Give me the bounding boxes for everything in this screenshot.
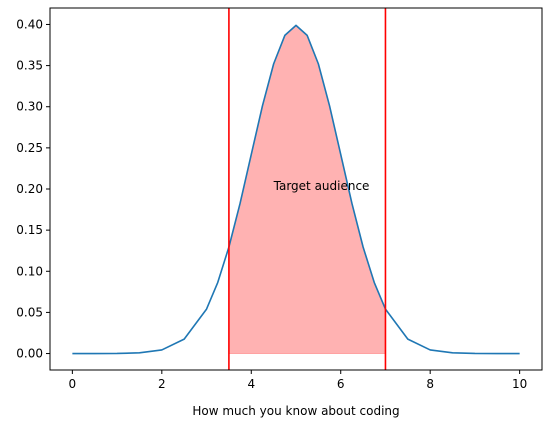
x-tick-label: 4 bbox=[247, 377, 255, 391]
x-tick-label: 6 bbox=[337, 377, 345, 391]
y-tick-label: 0.10 bbox=[16, 264, 43, 278]
x-tick-label: 8 bbox=[426, 377, 434, 391]
y-axis-ticks: 0.00 0.05 0.10 0.15 0.20 0.25 0.30 0.35 0.40 bbox=[16, 17, 50, 361]
x-axis-ticks: 0 2 4 6 8 10 bbox=[69, 370, 527, 391]
x-axis-label: How much you know about coding bbox=[192, 404, 399, 418]
y-tick-label: 0.25 bbox=[16, 141, 43, 155]
x-tick-label: 2 bbox=[158, 377, 166, 391]
y-tick-label: 0.00 bbox=[16, 347, 43, 361]
y-tick-label: 0.40 bbox=[16, 17, 43, 31]
y-tick-label: 0.20 bbox=[16, 182, 43, 196]
plot-area bbox=[72, 8, 520, 370]
distribution-line bbox=[72, 24, 520, 355]
y-tick-label: 0.30 bbox=[16, 100, 43, 114]
x-tick-label: 0 bbox=[69, 377, 77, 391]
x-tick-label: 10 bbox=[512, 377, 527, 391]
target-audience-annotation: Target audience bbox=[273, 179, 370, 193]
y-tick-label: 0.05 bbox=[16, 305, 43, 319]
y-tick-label: 0.35 bbox=[16, 59, 43, 73]
y-tick-label: 0.15 bbox=[16, 223, 43, 237]
